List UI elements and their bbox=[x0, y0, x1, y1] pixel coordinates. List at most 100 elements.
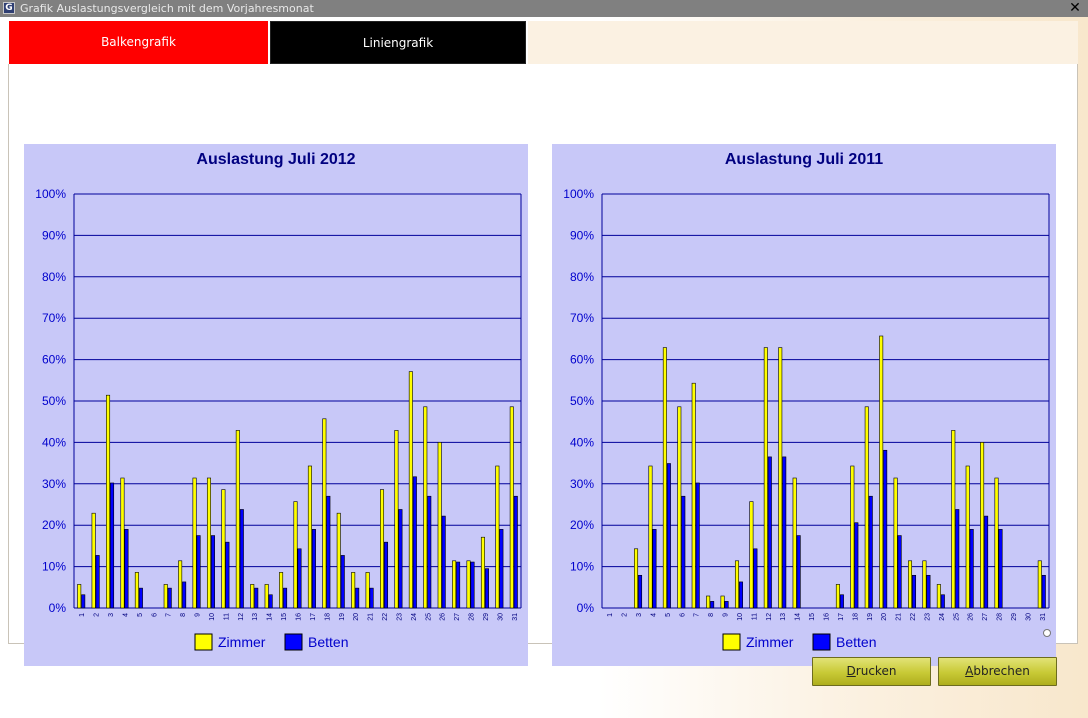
x-tick-label: 1 bbox=[79, 613, 86, 617]
bar-betten bbox=[268, 594, 273, 609]
drucken-button[interactable]: Drucken bbox=[812, 657, 931, 686]
drucken-accel: D bbox=[846, 664, 856, 678]
close-icon[interactable]: ✕ bbox=[1069, 0, 1081, 16]
x-tick-label: 11 bbox=[223, 613, 230, 620]
x-tick-label: 23 bbox=[396, 613, 403, 621]
bar-zimmer bbox=[307, 465, 312, 609]
x-tick-label: 13 bbox=[780, 613, 787, 621]
bar-betten bbox=[340, 555, 345, 609]
y-tick-label: 80% bbox=[42, 270, 66, 284]
bar-betten bbox=[210, 535, 215, 609]
abbrechen-button[interactable]: Abbrechen bbox=[938, 657, 1057, 686]
bar-betten bbox=[311, 529, 316, 609]
x-tick-label: 12 bbox=[766, 613, 773, 621]
bar-betten bbox=[912, 574, 917, 609]
bar-betten bbox=[955, 509, 960, 609]
x-tick-label: 13 bbox=[252, 613, 259, 621]
bar-betten bbox=[767, 456, 772, 609]
x-tick-label: 20 bbox=[353, 613, 360, 621]
legend-label-betten: Betten bbox=[836, 634, 876, 650]
bar-betten bbox=[738, 581, 743, 609]
bar-zimmer bbox=[850, 465, 855, 609]
radio-indicator[interactable] bbox=[1043, 629, 1051, 637]
x-tick-label: 4 bbox=[122, 613, 129, 617]
x-tick-label: 3 bbox=[108, 613, 115, 617]
bar-zimmer bbox=[178, 560, 183, 609]
bar-betten bbox=[753, 548, 758, 609]
x-tick-label: 21 bbox=[368, 613, 375, 621]
bar-betten bbox=[326, 495, 331, 609]
bar-zimmer bbox=[423, 406, 428, 609]
chart-2012: Auslastung Juli 2012 0% 10% 20% 30% 40% 50% 60%… bbox=[24, 144, 528, 666]
bar-betten bbox=[239, 509, 244, 609]
legend-label-betten: Betten bbox=[308, 634, 348, 650]
x-tick-label: 5 bbox=[137, 613, 144, 617]
bar-betten bbox=[839, 594, 844, 609]
bar-zimmer bbox=[980, 442, 985, 609]
bar-zimmer bbox=[106, 394, 111, 609]
y-tick-label: 70% bbox=[570, 311, 594, 325]
y-tick-label: 50% bbox=[570, 394, 594, 408]
y-tick-label: 50% bbox=[42, 394, 66, 408]
x-tick-label: 31 bbox=[512, 613, 519, 621]
x-tick-label: 29 bbox=[483, 613, 490, 621]
y-tick-label: 10% bbox=[42, 560, 66, 574]
x-tick-label: 15 bbox=[281, 613, 288, 621]
bar-betten bbox=[666, 463, 671, 609]
bar-zimmer bbox=[221, 489, 226, 609]
x-tick-label: 24 bbox=[411, 613, 418, 621]
abbrechen-label: bbrechen bbox=[973, 664, 1030, 678]
x-tick-label: 28 bbox=[997, 613, 1004, 621]
x-tick-label: 31 bbox=[1040, 613, 1047, 621]
bar-zimmer bbox=[322, 418, 327, 609]
bar-betten bbox=[724, 601, 729, 609]
x-tick-label: 2 bbox=[94, 613, 101, 617]
x-tick-label: 24 bbox=[939, 613, 946, 621]
bar-zimmer bbox=[250, 584, 255, 609]
bar-betten bbox=[681, 495, 686, 609]
x-tick-label: 7 bbox=[166, 613, 173, 617]
y-tick-label: 60% bbox=[42, 353, 66, 367]
tab-balkengrafik[interactable]: Balkengrafik bbox=[9, 21, 268, 64]
bar-zimmer bbox=[965, 465, 970, 609]
bar-betten bbox=[868, 495, 873, 609]
x-tick-label: 12 bbox=[238, 613, 245, 621]
bar-betten bbox=[796, 535, 801, 609]
x-tick-label: 26 bbox=[440, 613, 447, 621]
y-tick-label: 90% bbox=[570, 228, 594, 242]
bar-betten bbox=[513, 495, 518, 609]
y-tick-label: 20% bbox=[42, 518, 66, 532]
x-tick-label: 25 bbox=[425, 613, 432, 621]
bar-betten bbox=[710, 601, 715, 609]
x-tick-label: 29 bbox=[1011, 613, 1018, 621]
x-tick-label: 17 bbox=[310, 613, 317, 621]
bar-betten bbox=[95, 555, 100, 609]
y-tick-label: 10% bbox=[570, 560, 594, 574]
drucken-label: rucken bbox=[855, 664, 897, 678]
x-tick-label: 25 bbox=[953, 613, 960, 621]
y-tick-label: 0% bbox=[49, 601, 67, 615]
bar-betten bbox=[398, 509, 403, 609]
x-tick-label: 30 bbox=[497, 613, 504, 621]
x-tick-label: 10 bbox=[209, 613, 216, 621]
bar-zimmer bbox=[134, 572, 139, 609]
bar-zimmer bbox=[749, 501, 754, 609]
x-tick-label: 9 bbox=[723, 613, 730, 617]
tab-liniengrafik[interactable]: Liniengrafik bbox=[270, 21, 526, 64]
x-tick-label: 2 bbox=[622, 613, 629, 617]
legend-swatch-betten bbox=[284, 633, 303, 651]
x-tick-label: 16 bbox=[296, 613, 303, 621]
chart-panel: Auslastung Juli 2012 0% 10% 20% 30% 40% 50% 60%… bbox=[8, 64, 1078, 666]
bar-betten bbox=[883, 449, 888, 609]
bar-zimmer bbox=[662, 347, 667, 609]
x-tick-label: 5 bbox=[665, 613, 672, 617]
bar-betten bbox=[441, 515, 446, 609]
bar-zimmer bbox=[677, 406, 682, 609]
bar-betten bbox=[355, 587, 360, 609]
y-tick-label: 100% bbox=[563, 187, 594, 201]
bar-betten bbox=[897, 535, 902, 609]
bar-zimmer bbox=[336, 512, 341, 609]
x-tick-label: 18 bbox=[852, 613, 859, 621]
x-tick-label: 6 bbox=[679, 613, 686, 617]
bar-zimmer bbox=[437, 442, 442, 609]
